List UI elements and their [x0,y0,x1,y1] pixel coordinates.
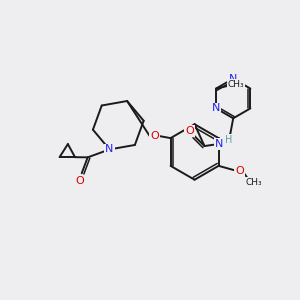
Text: N: N [212,103,220,113]
Text: O: O [235,166,244,176]
Text: N: N [105,144,114,154]
Text: N: N [229,74,237,84]
Text: O: O [75,176,84,186]
Text: CH₃: CH₃ [246,178,262,187]
Text: H: H [225,135,232,145]
Text: N: N [215,139,224,149]
Text: O: O [185,126,194,136]
Text: CH₃: CH₃ [228,80,244,89]
Text: O: O [150,131,159,141]
